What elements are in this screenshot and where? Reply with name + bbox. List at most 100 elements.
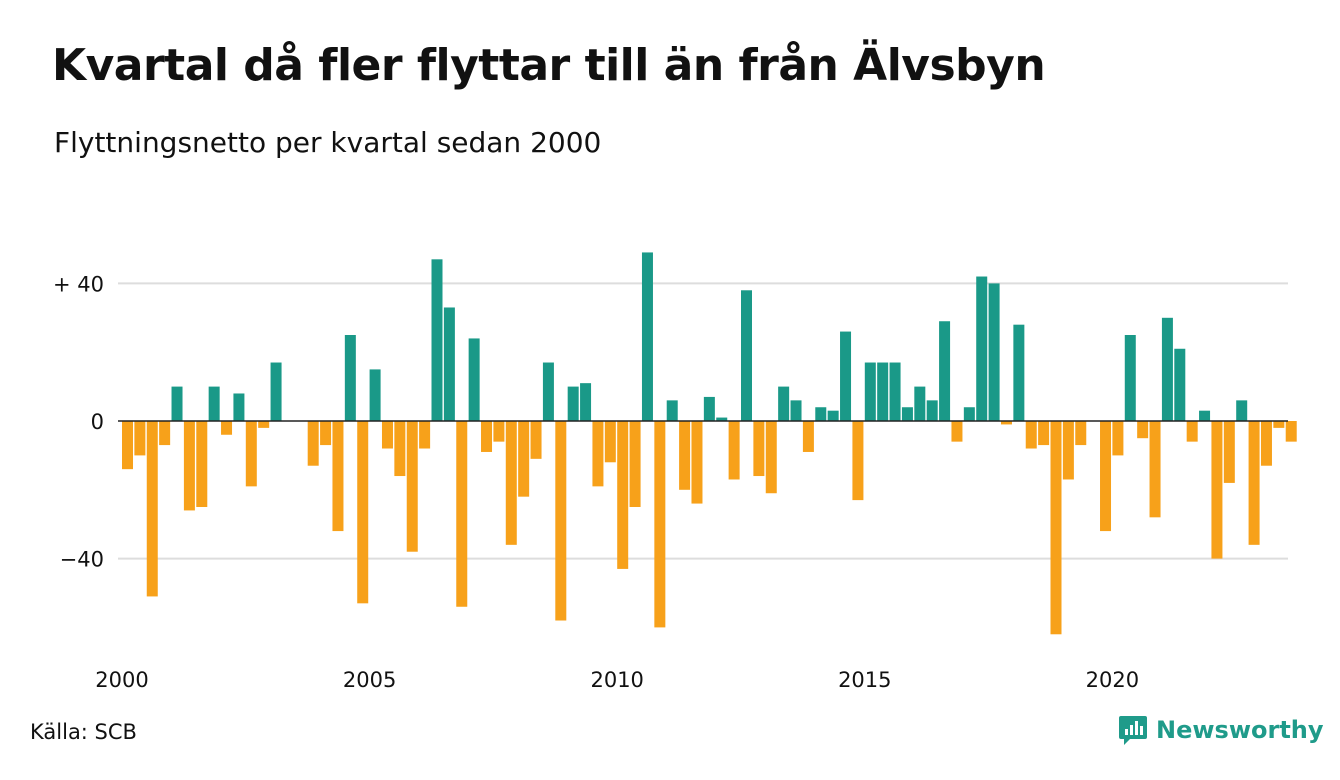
bar — [716, 417, 728, 421]
bar — [258, 421, 270, 428]
bar — [1260, 421, 1272, 466]
bar — [604, 421, 616, 463]
bar — [146, 421, 158, 597]
bar — [233, 393, 245, 421]
y-tick-label: + 40 — [53, 272, 104, 296]
bar — [765, 421, 777, 494]
gridlines — [118, 282, 1288, 560]
bar — [1211, 421, 1223, 559]
bar — [951, 421, 963, 442]
bar — [1174, 348, 1186, 421]
x-tick-label: 2015 — [838, 668, 891, 692]
bar — [1112, 421, 1124, 456]
bar — [840, 331, 852, 421]
bar — [555, 421, 567, 621]
x-tick-label: 2020 — [1086, 668, 1139, 692]
bar — [208, 386, 220, 421]
bar — [1236, 400, 1248, 421]
bar — [1062, 421, 1074, 480]
bar — [877, 362, 889, 421]
bar — [1100, 421, 1112, 532]
bar — [159, 421, 171, 446]
bar — [443, 307, 455, 421]
bar — [815, 407, 827, 421]
bar — [741, 290, 752, 421]
chart-title: Kvartal då fler flyttar till än från Älv… — [52, 40, 1046, 91]
bar — [617, 421, 629, 569]
x-tick-label: 2010 — [590, 668, 643, 692]
bar — [679, 421, 691, 490]
bar — [1199, 410, 1211, 421]
bar — [567, 386, 579, 421]
bar — [518, 421, 530, 497]
bar — [369, 369, 381, 421]
bar — [221, 421, 233, 435]
brand-name: Newsworthy — [1156, 716, 1324, 744]
bar — [703, 396, 715, 421]
bar — [171, 386, 183, 421]
bar — [357, 421, 369, 604]
bar — [691, 421, 703, 504]
bar — [134, 421, 146, 456]
bar — [976, 276, 988, 421]
source-label: Källa: SCB — [30, 720, 137, 744]
x-tick-label: 2005 — [343, 668, 396, 692]
bar — [332, 421, 344, 532]
bar — [629, 421, 641, 507]
newsworthy-chart-bubble-icon — [1119, 716, 1147, 745]
bar — [753, 421, 765, 477]
bar — [1025, 421, 1037, 449]
bar — [914, 386, 926, 421]
bar — [1285, 421, 1297, 442]
y-tick-label: −40 — [60, 548, 104, 572]
bar — [381, 421, 393, 449]
bar — [493, 421, 505, 442]
bar — [122, 421, 133, 470]
bar — [988, 283, 1000, 421]
bar — [1124, 335, 1136, 421]
bar — [270, 362, 282, 421]
bar — [1050, 421, 1062, 635]
x-tick-label: 2000 — [95, 668, 148, 692]
bar — [406, 421, 418, 552]
bar — [580, 383, 592, 421]
bar — [468, 338, 480, 421]
chart-subtitle: Flyttningsnetto per kvartal sedan 2000 — [54, 126, 602, 159]
bar — [790, 400, 802, 421]
y-tick-label: 0 — [91, 410, 104, 434]
bar-chart: + 40 0 −40 2000 2005 2010 2015 2020 — [53, 252, 1297, 692]
bar — [394, 421, 406, 477]
bar — [864, 362, 876, 421]
bar — [1273, 421, 1285, 428]
bar — [666, 400, 678, 421]
bar — [245, 421, 257, 487]
bar — [1223, 421, 1235, 483]
bar — [889, 362, 901, 421]
bar — [901, 407, 913, 421]
bar — [963, 407, 975, 421]
bar — [654, 421, 666, 628]
bar — [419, 421, 431, 449]
bar — [1038, 421, 1050, 446]
bar — [1248, 421, 1260, 545]
bar — [1075, 421, 1087, 446]
bar — [1137, 421, 1149, 439]
bar — [1161, 317, 1173, 421]
bar — [641, 252, 653, 421]
bar — [778, 386, 790, 421]
bar — [542, 362, 554, 421]
bar — [481, 421, 493, 452]
brand-logo: Newsworthy — [1118, 714, 1324, 746]
bar — [505, 421, 517, 545]
bar — [592, 421, 604, 487]
bar — [344, 335, 356, 421]
bar — [183, 421, 195, 511]
bar — [926, 400, 938, 421]
bar — [802, 421, 814, 452]
bars — [122, 252, 1297, 635]
bar — [1186, 421, 1198, 442]
bar — [320, 421, 332, 446]
y-axis-ticks: + 40 0 −40 — [53, 272, 104, 571]
bar — [196, 421, 208, 507]
bar — [939, 321, 951, 421]
